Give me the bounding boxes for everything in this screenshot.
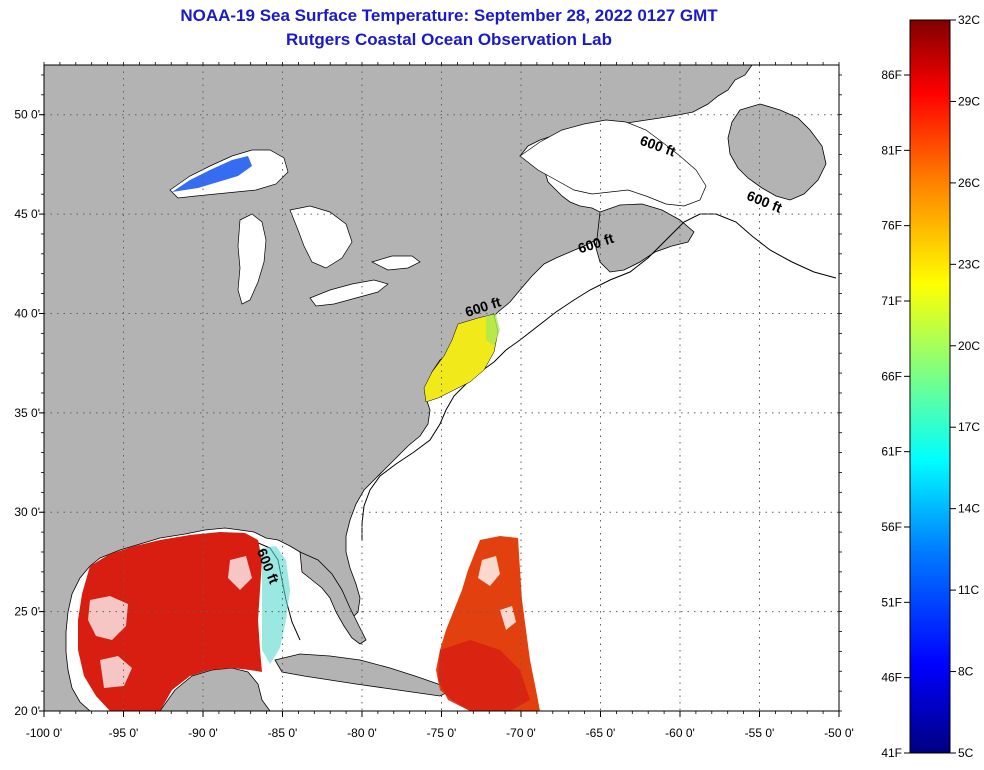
y-tick-label: 40 0' bbox=[14, 306, 40, 320]
chart-subtitle: Rutgers Coastal Ocean Observation Lab bbox=[286, 30, 612, 49]
cb-label-f: 51F bbox=[881, 595, 902, 609]
x-tick-label: -50 0' bbox=[824, 726, 854, 740]
x-tick-label: -85 0' bbox=[268, 726, 298, 740]
gulf-st-lawrence bbox=[519, 119, 707, 207]
y-tick-label: 20 0' bbox=[14, 704, 40, 718]
x-tick-label: -60 0' bbox=[665, 726, 695, 740]
cb-label-c: 26C bbox=[958, 176, 980, 190]
lake-ontario bbox=[371, 255, 421, 271]
cb-label-c: 17C bbox=[958, 420, 980, 434]
sst-mid-atlantic-green bbox=[486, 314, 500, 346]
cb-label-c: 32C bbox=[958, 13, 980, 27]
y-tick-label: 25 0' bbox=[14, 605, 40, 619]
cb-label-c: 20C bbox=[958, 339, 980, 353]
land-nova-scotia bbox=[595, 203, 695, 273]
x-tick-label: -65 0' bbox=[586, 726, 616, 740]
cb-label-f: 46F bbox=[881, 671, 902, 685]
cb-label-c: 29C bbox=[958, 94, 980, 108]
lake-michigan bbox=[237, 213, 267, 305]
cb-label-f: 86F bbox=[881, 68, 902, 82]
land-newfoundland bbox=[727, 103, 827, 201]
lake-superior-cold bbox=[172, 156, 252, 192]
cb-label-c: 8C bbox=[958, 665, 974, 679]
cb-label-c: 5C bbox=[958, 746, 974, 760]
cb-label-f: 66F bbox=[881, 369, 902, 383]
x-tick-label: -100 0' bbox=[26, 726, 62, 740]
sst-atlantic-red bbox=[438, 640, 530, 711]
y-tick-label: 30 0' bbox=[14, 505, 40, 519]
land-yucatan bbox=[159, 667, 271, 711]
cb-label-f: 56F bbox=[881, 520, 902, 534]
x-tick-label: -80 0' bbox=[347, 726, 377, 740]
y-tick-label: 35 0' bbox=[14, 406, 40, 420]
y-tick-label: 50 0' bbox=[14, 108, 40, 122]
x-tick-label: -75 0' bbox=[427, 726, 457, 740]
x-tick-label: -90 0' bbox=[188, 726, 218, 740]
axes: -100 0' -95 0' -90 0' -85 0' -80 0' -75 0' -70… bbox=[14, 62, 854, 740]
graticule bbox=[44, 65, 839, 711]
cb-label-f: 76F bbox=[881, 219, 902, 233]
sst-gulf-cyan bbox=[262, 546, 290, 664]
colorbar-labels: 32C 29C 26C 23C 20C 17C 14C 11C 8C 5C 86F 81F 76F 71F… bbox=[881, 13, 980, 760]
x-tick-label: -55 0' bbox=[745, 726, 775, 740]
cb-label-c: 14C bbox=[958, 502, 980, 516]
cb-label-c: 11C bbox=[958, 583, 979, 597]
sst-gulf-speckle bbox=[88, 556, 252, 688]
cb-label-f: 61F bbox=[881, 445, 902, 459]
lake-huron bbox=[289, 205, 353, 269]
colorbar bbox=[909, 19, 951, 754]
cb-label-c: 23C bbox=[958, 257, 980, 271]
cb-label-f: 41F bbox=[881, 746, 902, 760]
shelf-contour bbox=[361, 213, 837, 540]
cb-label-f: 71F bbox=[881, 294, 902, 308]
cb-label-f: 81F bbox=[881, 143, 902, 157]
land-florida bbox=[299, 551, 367, 645]
x-tick-label: -95 0' bbox=[109, 726, 139, 740]
chart-title: NOAA-19 Sea Surface Temperature: Septemb… bbox=[180, 6, 718, 25]
x-tick-label: -70 0' bbox=[506, 726, 536, 740]
y-tick-label: 45 0' bbox=[14, 207, 40, 221]
lake-erie bbox=[309, 279, 389, 307]
